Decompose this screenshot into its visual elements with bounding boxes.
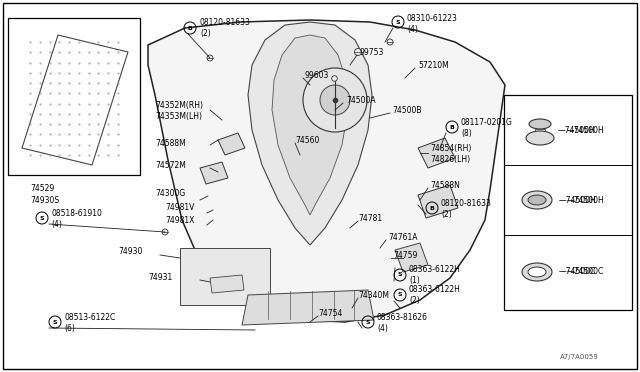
Polygon shape (22, 35, 128, 165)
Text: B: B (429, 205, 435, 211)
Text: 08363-6122H: 08363-6122H (409, 285, 461, 295)
Text: 74529: 74529 (30, 183, 54, 192)
Text: 74572M: 74572M (155, 160, 186, 170)
Text: 08117-0201G: 08117-0201G (461, 118, 513, 126)
Circle shape (207, 55, 213, 61)
Text: B: B (188, 26, 193, 31)
Polygon shape (395, 243, 428, 272)
Text: 08120-81633: 08120-81633 (200, 17, 251, 26)
Ellipse shape (528, 267, 546, 277)
Text: 74588N: 74588N (430, 180, 460, 189)
Text: (2): (2) (200, 29, 211, 38)
Text: S: S (40, 215, 44, 221)
Polygon shape (148, 20, 505, 322)
Text: (2): (2) (441, 209, 452, 218)
Text: 08310-61223: 08310-61223 (407, 13, 458, 22)
Text: 74930S: 74930S (30, 196, 59, 205)
Bar (8, 18, 140, 175)
Text: 74340M: 74340M (358, 291, 389, 299)
Text: B: B (449, 125, 454, 129)
Text: (1): (1) (409, 276, 420, 285)
Text: 74500A: 74500A (346, 96, 376, 105)
Text: —74500H: —74500H (567, 125, 605, 135)
Text: —74500H: —74500H (558, 125, 596, 135)
Circle shape (303, 68, 367, 132)
Text: 74352M(RH): 74352M(RH) (155, 100, 203, 109)
Text: —74500C: —74500C (559, 267, 596, 276)
Text: 74560: 74560 (295, 135, 319, 144)
Text: (6): (6) (64, 324, 75, 333)
Text: 08518-61910: 08518-61910 (51, 208, 102, 218)
Text: 74826(LH): 74826(LH) (430, 154, 470, 164)
Text: 08120-81633: 08120-81633 (441, 199, 492, 208)
Text: 74754: 74754 (318, 308, 342, 317)
Ellipse shape (522, 191, 552, 209)
Text: S: S (52, 320, 58, 324)
Polygon shape (218, 133, 245, 155)
Text: 08363-6122H: 08363-6122H (409, 266, 461, 275)
Text: 08363-81626: 08363-81626 (377, 312, 428, 321)
Polygon shape (200, 162, 228, 184)
Text: 99753: 99753 (360, 48, 385, 57)
Text: —74500H: —74500H (567, 196, 605, 205)
Text: (4): (4) (51, 219, 62, 228)
Text: 57210M: 57210M (418, 61, 449, 70)
Polygon shape (418, 185, 458, 218)
Polygon shape (210, 275, 244, 293)
Ellipse shape (522, 263, 552, 281)
Text: 74761A: 74761A (388, 232, 417, 241)
Circle shape (387, 39, 393, 45)
Text: S: S (365, 320, 371, 324)
Polygon shape (180, 248, 270, 305)
Text: 74353M(LH): 74353M(LH) (155, 112, 202, 121)
Polygon shape (248, 22, 372, 245)
Text: S: S (397, 292, 403, 298)
Text: (8): (8) (461, 128, 472, 138)
Polygon shape (242, 290, 374, 325)
Text: 74981V: 74981V (165, 202, 195, 212)
Text: S: S (396, 19, 400, 25)
Ellipse shape (526, 131, 554, 145)
Text: (4): (4) (377, 324, 388, 333)
Text: 08513-6122C: 08513-6122C (64, 312, 115, 321)
Text: 99603: 99603 (305, 71, 330, 80)
Ellipse shape (528, 195, 546, 205)
Text: 74500B: 74500B (392, 106, 422, 115)
Text: 74854(RH): 74854(RH) (430, 144, 472, 153)
Text: (4): (4) (407, 25, 418, 33)
Text: —74500H: —74500H (559, 196, 596, 205)
Bar (504, 95, 632, 310)
Text: 74931: 74931 (148, 273, 172, 282)
Polygon shape (418, 138, 455, 168)
Text: S: S (397, 273, 403, 278)
Text: 74759: 74759 (393, 250, 417, 260)
Text: 74981X: 74981X (165, 215, 195, 224)
Circle shape (355, 48, 362, 55)
Text: —74500C: —74500C (567, 267, 604, 276)
Text: 74588M: 74588M (155, 138, 186, 148)
Text: 74930: 74930 (118, 247, 142, 257)
Text: A7/7A0059: A7/7A0059 (560, 354, 599, 360)
Circle shape (162, 229, 168, 235)
Polygon shape (272, 35, 348, 215)
Text: 74300G: 74300G (155, 189, 185, 198)
Circle shape (320, 85, 350, 115)
Text: 74781: 74781 (358, 214, 382, 222)
Ellipse shape (529, 119, 551, 129)
Text: (2): (2) (409, 296, 420, 305)
